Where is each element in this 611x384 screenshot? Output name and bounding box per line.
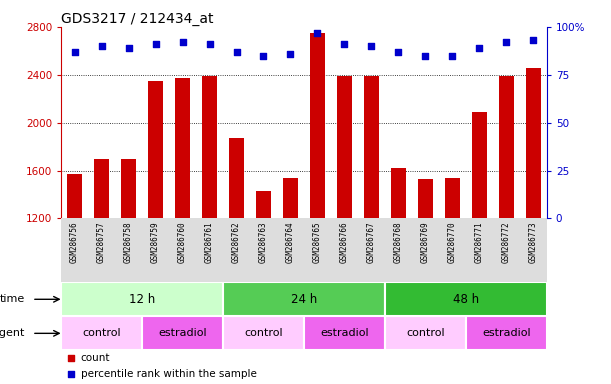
- Text: GSM286765: GSM286765: [313, 222, 322, 263]
- Point: [97, 43, 106, 49]
- Text: GSM286771: GSM286771: [475, 222, 484, 263]
- Text: GSM286756: GSM286756: [70, 222, 79, 263]
- Text: estradiol: estradiol: [320, 328, 369, 338]
- Point: [387, 308, 397, 314]
- Point: [258, 53, 268, 59]
- Text: GSM286759: GSM286759: [151, 222, 160, 263]
- Bar: [445, 178, 460, 218]
- Text: GSM286768: GSM286768: [394, 222, 403, 263]
- Text: GSM286772: GSM286772: [502, 222, 511, 263]
- Text: percentile rank within the sample: percentile rank within the sample: [81, 369, 257, 379]
- Bar: [418, 179, 433, 218]
- Bar: [67, 174, 82, 218]
- Bar: [121, 159, 136, 218]
- Bar: [310, 33, 325, 218]
- Text: estradiol: estradiol: [482, 328, 531, 338]
- Bar: [526, 68, 541, 218]
- Text: GSM286763: GSM286763: [259, 222, 268, 263]
- Bar: [472, 112, 487, 218]
- Point: [475, 45, 485, 51]
- Bar: [223, 316, 304, 350]
- Bar: [61, 282, 223, 316]
- Point: [232, 49, 241, 55]
- Text: GSM286757: GSM286757: [97, 222, 106, 263]
- Point: [367, 43, 376, 49]
- Bar: [391, 168, 406, 218]
- Text: control: control: [406, 328, 445, 338]
- Bar: [283, 178, 298, 218]
- Bar: [223, 282, 385, 316]
- Text: GSM286770: GSM286770: [448, 222, 457, 263]
- Point: [420, 53, 430, 59]
- Text: GSM286760: GSM286760: [178, 222, 187, 263]
- Text: GSM286767: GSM286767: [367, 222, 376, 263]
- Text: GSM286769: GSM286769: [421, 222, 430, 263]
- Text: GSM286766: GSM286766: [340, 222, 349, 263]
- Point: [178, 39, 188, 45]
- Text: count: count: [81, 353, 110, 363]
- Text: 12 h: 12 h: [129, 293, 155, 306]
- Bar: [256, 191, 271, 218]
- Point: [529, 37, 538, 43]
- Point: [313, 30, 323, 36]
- Text: estradiol: estradiol: [158, 328, 207, 338]
- Bar: [148, 81, 163, 218]
- Point: [387, 159, 397, 165]
- Point: [123, 45, 133, 51]
- Point: [393, 49, 403, 55]
- Text: control: control: [82, 328, 121, 338]
- Bar: [142, 316, 223, 350]
- Text: GSM286762: GSM286762: [232, 222, 241, 263]
- Bar: [385, 316, 466, 350]
- Bar: [175, 78, 190, 218]
- Bar: [337, 76, 352, 218]
- Point: [205, 41, 214, 47]
- Text: 48 h: 48 h: [453, 293, 479, 306]
- Bar: [202, 76, 217, 218]
- Text: GSM286761: GSM286761: [205, 222, 214, 263]
- Bar: [466, 316, 547, 350]
- Bar: [61, 316, 142, 350]
- Point: [285, 51, 295, 57]
- Text: time: time: [0, 294, 24, 304]
- Text: GSM286773: GSM286773: [529, 222, 538, 263]
- Text: GDS3217 / 212434_at: GDS3217 / 212434_at: [61, 12, 214, 26]
- Bar: [385, 282, 547, 316]
- Text: GSM286758: GSM286758: [124, 222, 133, 263]
- Point: [447, 53, 457, 59]
- Bar: [499, 76, 514, 218]
- Bar: [364, 76, 379, 218]
- Point: [502, 39, 511, 45]
- Point: [70, 49, 79, 55]
- Bar: [304, 316, 385, 350]
- Text: control: control: [244, 328, 283, 338]
- Bar: [94, 159, 109, 218]
- Bar: [229, 138, 244, 218]
- Point: [151, 41, 161, 47]
- Text: agent: agent: [0, 328, 24, 338]
- Point: [340, 41, 349, 47]
- Text: 24 h: 24 h: [291, 293, 317, 306]
- Text: GSM286764: GSM286764: [286, 222, 295, 263]
